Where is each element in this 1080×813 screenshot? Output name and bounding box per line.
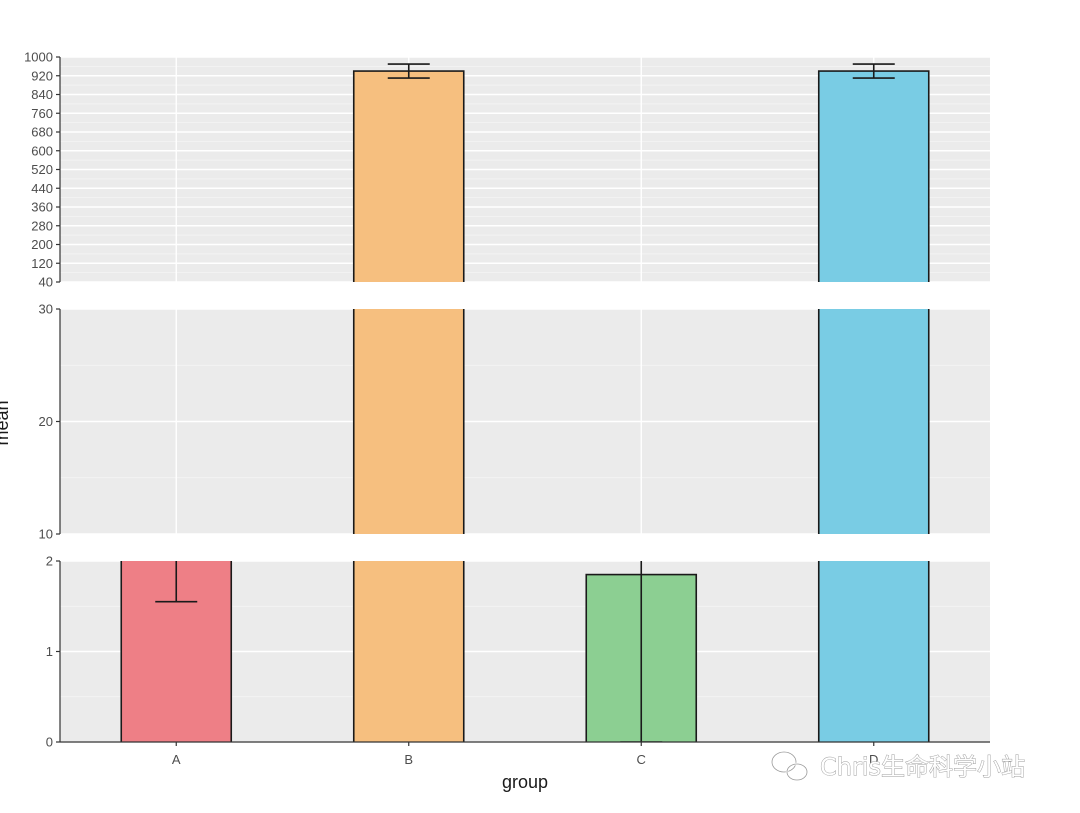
bar-D [817, 561, 930, 742]
watermark: Chris生命科学小站 [770, 750, 1025, 782]
panel-marks [352, 63, 930, 282]
y-tick-label: 600 [31, 143, 53, 158]
bar-B [352, 309, 465, 534]
panel-3 [60, 56, 990, 283]
y-tick-label: 520 [31, 162, 53, 177]
panel-1 [60, 560, 990, 743]
bar-B [352, 70, 465, 282]
bar-D [817, 309, 930, 534]
y-tick-label: 10 [39, 527, 53, 542]
bar-D [817, 70, 930, 282]
watermark-text: Chris生命科学小站 [820, 753, 1025, 781]
x-tick-label-A: A [172, 752, 181, 767]
plot-panels [60, 56, 990, 743]
axes: 0 1 2 10 20 30 40 120 200 280 360 440 520 600 680 760 84… [24, 50, 990, 767]
y-tick-label: 760 [31, 106, 53, 121]
panel-marks [120, 561, 930, 742]
y-tick-label: 0 [46, 735, 53, 750]
y-tick-label: 1 [46, 644, 53, 659]
x-tick-label-D: D [869, 752, 878, 767]
x-axis-title: group [502, 772, 548, 792]
y-axis-title: mean [0, 400, 12, 445]
y-tick-label: 30 [39, 302, 53, 317]
y-tick-label: 2 [46, 554, 53, 569]
y-tick-label: 440 [31, 181, 53, 196]
y-tick-label: 680 [31, 125, 53, 140]
x-tick-label-C: C [637, 752, 646, 767]
bar-B [352, 561, 465, 742]
y-tick-label: 120 [31, 256, 53, 271]
y-tick-label: 1000 [24, 50, 53, 65]
y-tick-label: 20 [39, 414, 53, 429]
y-tick-label: 280 [31, 218, 53, 233]
y-tick-label: 920 [31, 68, 53, 83]
panel-marks [352, 309, 930, 534]
panel-2 [60, 308, 990, 535]
y-tick-label: 840 [31, 87, 53, 102]
y-tick-label: 360 [31, 200, 53, 215]
wechat-icon [770, 750, 809, 782]
y-tick-label: 200 [31, 237, 53, 252]
x-tick-label-B: B [404, 752, 413, 767]
y-tick-label: 40 [39, 275, 53, 290]
